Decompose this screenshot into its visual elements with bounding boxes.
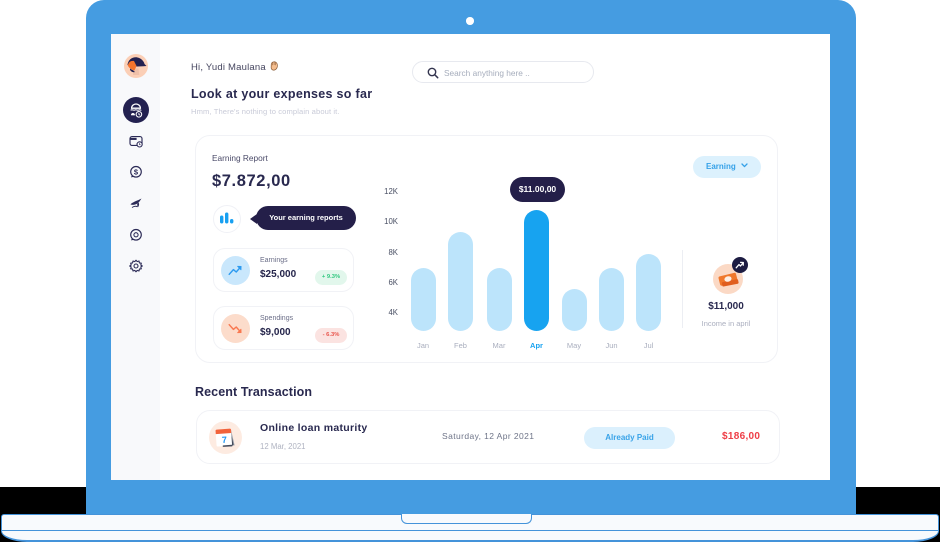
svg-text:7: 7 [222, 435, 228, 445]
svg-text:$: $ [134, 167, 139, 176]
